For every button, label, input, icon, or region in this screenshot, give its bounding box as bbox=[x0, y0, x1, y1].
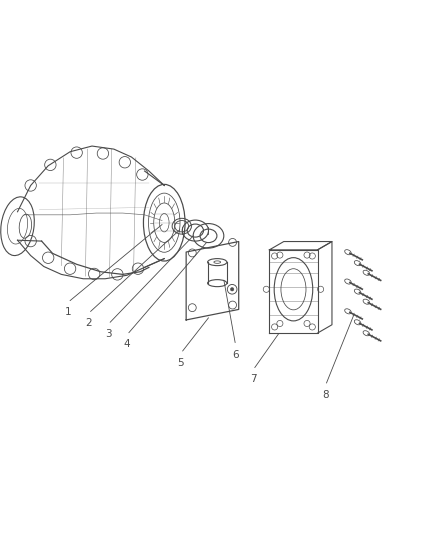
Text: 4: 4 bbox=[124, 339, 130, 349]
Text: 2: 2 bbox=[85, 318, 92, 328]
Ellipse shape bbox=[363, 299, 370, 304]
Ellipse shape bbox=[345, 279, 351, 284]
Text: 1: 1 bbox=[64, 307, 71, 317]
Ellipse shape bbox=[354, 261, 361, 265]
Ellipse shape bbox=[363, 270, 370, 276]
Text: 3: 3 bbox=[105, 329, 111, 338]
Text: 7: 7 bbox=[250, 374, 256, 384]
Ellipse shape bbox=[363, 330, 370, 336]
Ellipse shape bbox=[354, 289, 361, 294]
Ellipse shape bbox=[345, 309, 351, 314]
Ellipse shape bbox=[345, 249, 351, 255]
Text: 8: 8 bbox=[322, 390, 328, 400]
Text: 6: 6 bbox=[232, 350, 239, 360]
Circle shape bbox=[230, 287, 234, 291]
Ellipse shape bbox=[354, 320, 361, 325]
Text: 5: 5 bbox=[177, 358, 184, 368]
